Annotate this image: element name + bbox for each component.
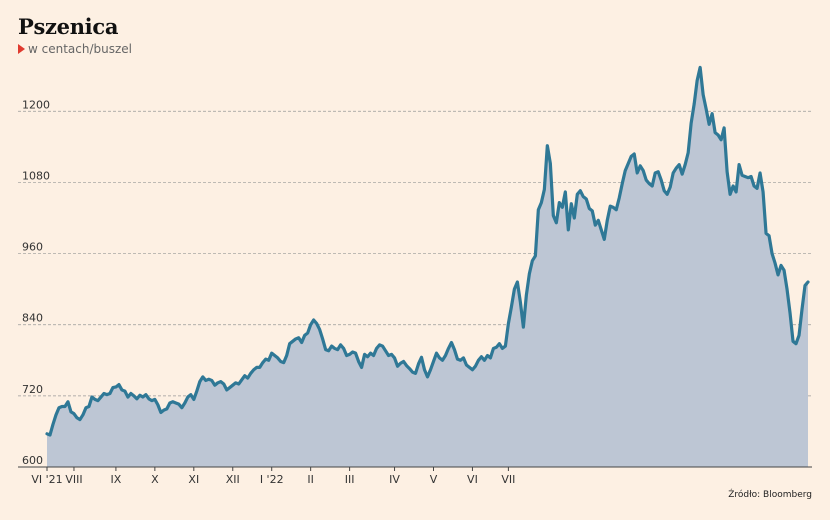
chart-title: Pszenica <box>18 14 119 39</box>
x-tick-label: V <box>430 473 438 486</box>
x-tick-label: IV <box>389 473 400 486</box>
x-tick-label: XII <box>226 473 240 486</box>
x-axis-ticks: VI '21 VIII IX X XI XII I '22 II III IV V VI VII <box>31 467 515 486</box>
y-tick-label: 960 <box>22 241 43 254</box>
x-tick-label: I '22 <box>260 473 284 486</box>
y-tick-label: 840 <box>22 312 43 325</box>
y-axis-ticks: 600 720 840 960 1080 1200 <box>22 98 50 467</box>
x-tick-label: III <box>345 473 355 486</box>
y-tick-label: 1080 <box>22 169 50 182</box>
y-tick-label: 1200 <box>22 98 50 111</box>
x-tick-label: II <box>307 473 314 486</box>
chart-source: Źródło: Bloomberg <box>728 490 812 500</box>
series-line <box>45 65 810 437</box>
series-area <box>47 67 808 467</box>
x-tick-label: VI <box>467 473 478 486</box>
red-triangle-marker-icon <box>18 44 25 54</box>
x-tick-label: VIII <box>65 473 82 486</box>
x-tick-label: IX <box>111 473 122 486</box>
x-tick-label: VII <box>501 473 515 486</box>
x-tick-label: VI '21 <box>31 473 62 486</box>
chart-subtitle-text: w centach/buszel <box>28 42 133 56</box>
y-tick-label: 600 <box>22 454 43 467</box>
y-tick-label: 720 <box>22 383 43 396</box>
x-tick-label: XI <box>188 473 199 486</box>
chart-subtitle: w centach/buszel <box>18 42 132 56</box>
x-tick-label: X <box>151 473 159 486</box>
